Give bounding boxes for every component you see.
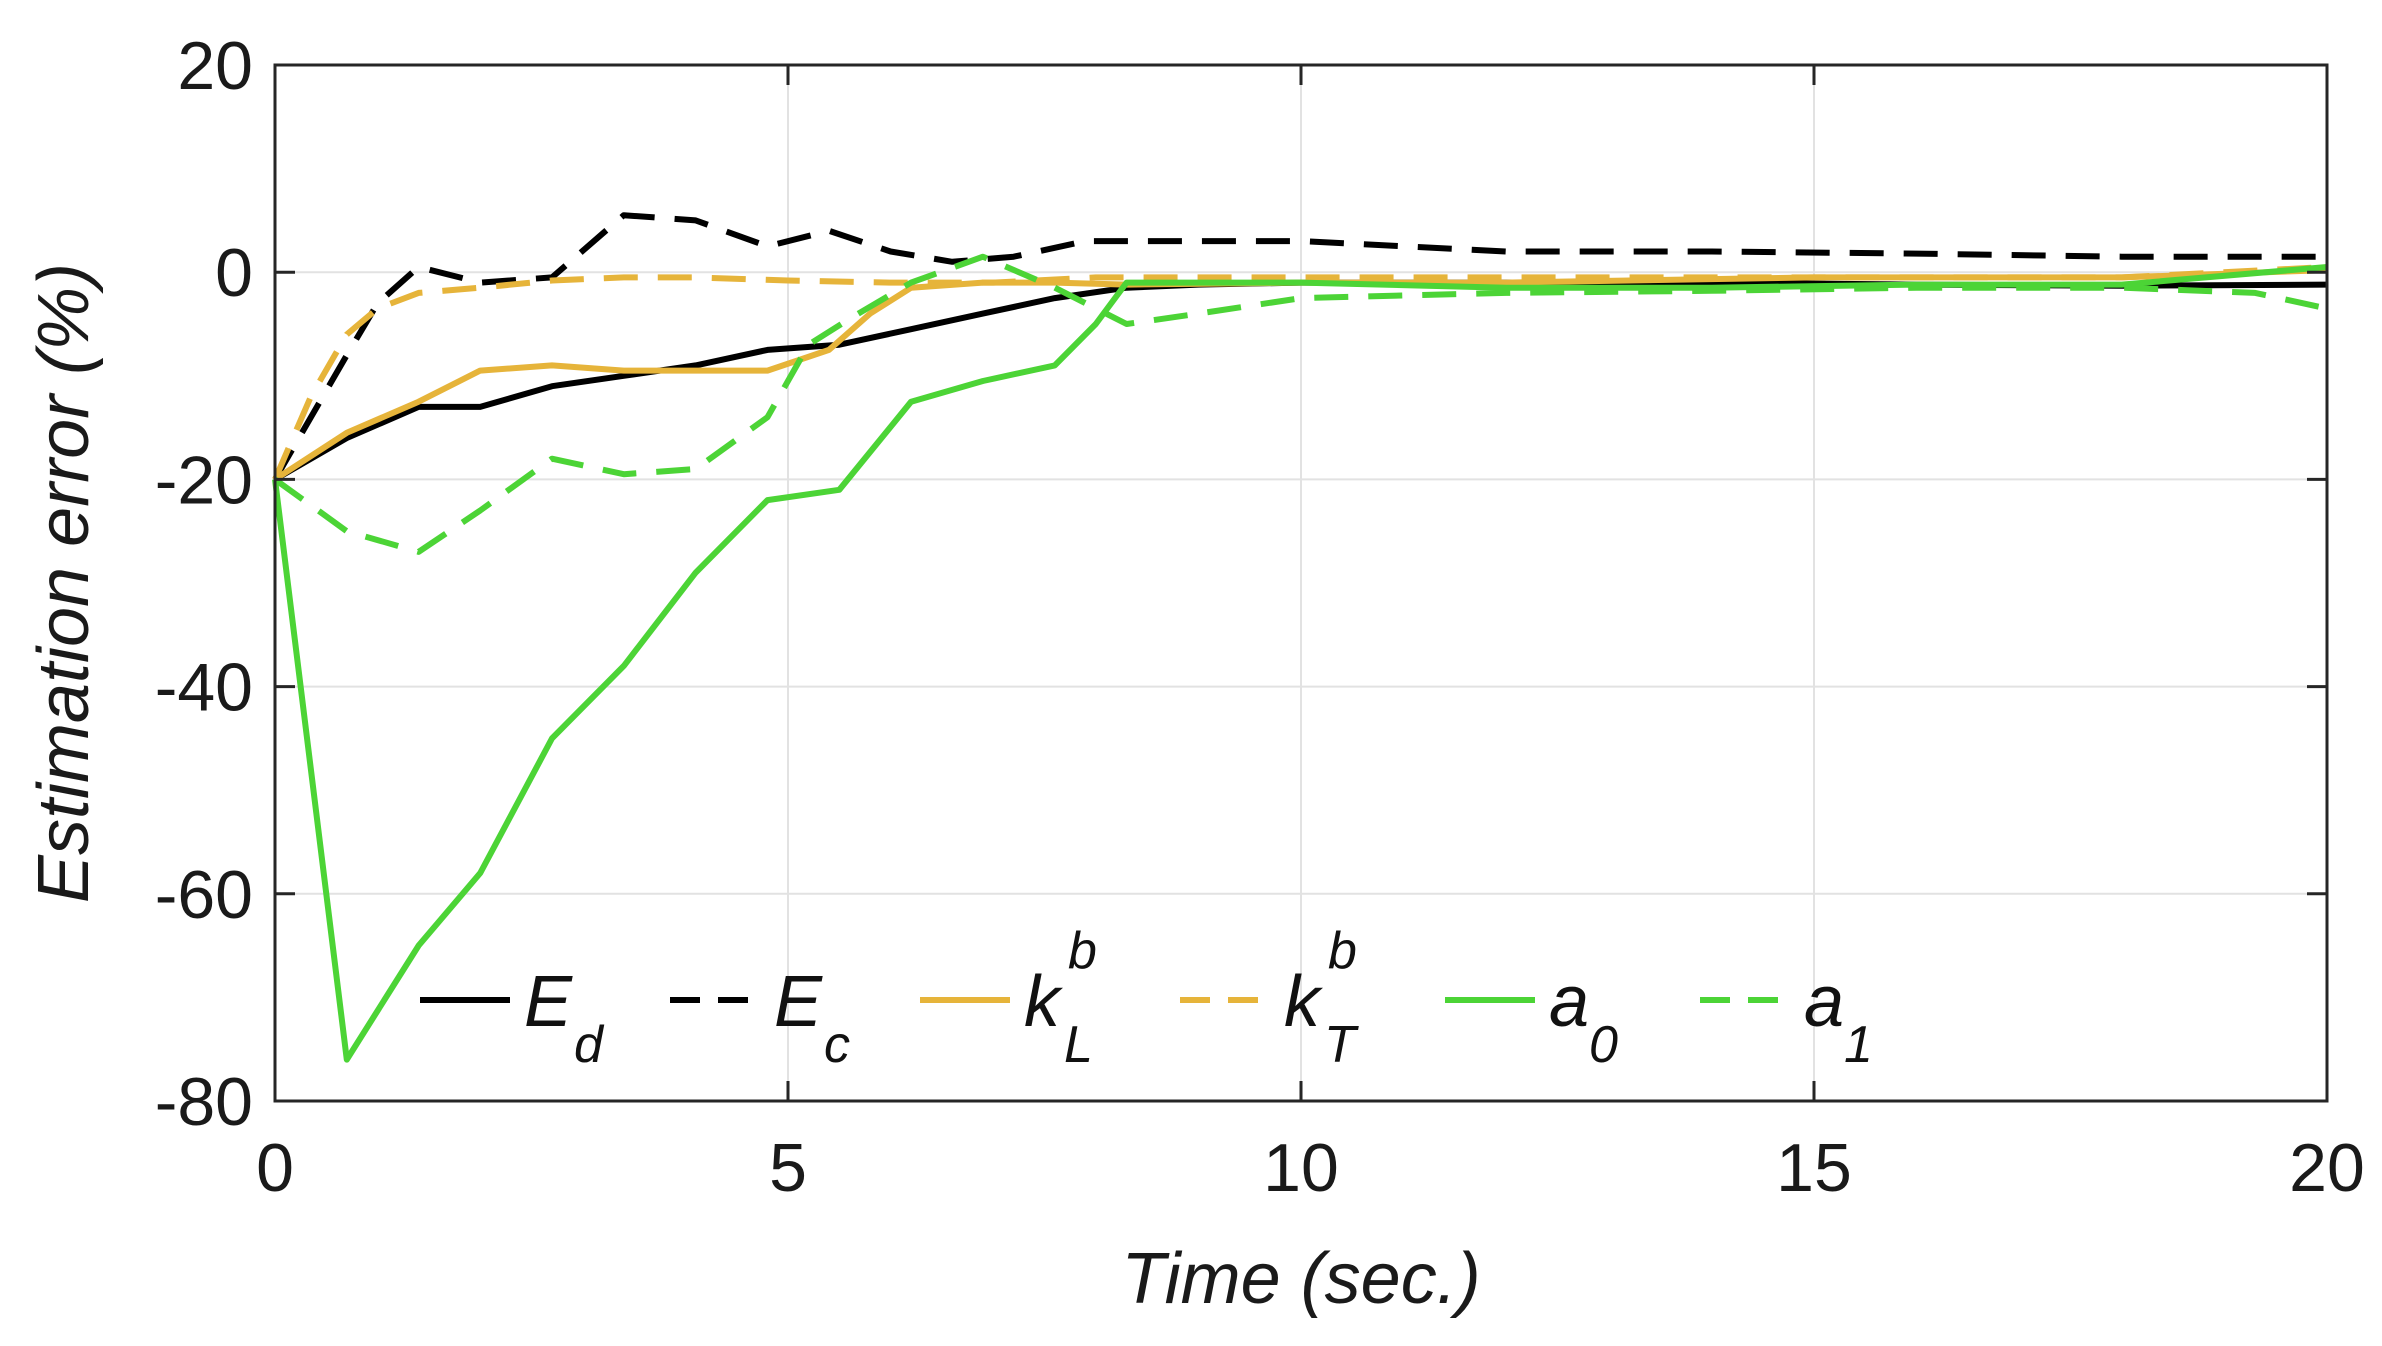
- legend-label-subscript: c: [824, 1016, 850, 1074]
- x-axis-title: Time (sec.): [1121, 1239, 1480, 1319]
- y-tick-label: -60: [155, 857, 253, 933]
- legend-label-superscript: b: [1328, 922, 1357, 980]
- ticks: [273, 63, 2329, 1103]
- legend-item-kLb: kLb: [920, 922, 1097, 1074]
- y-tick-label: -20: [155, 442, 253, 518]
- series-line-kTb: [272, 264, 2328, 481]
- legend-label: k: [1284, 962, 1324, 1042]
- legend-label-superscript: b: [1068, 922, 1097, 980]
- x-tick-label: 5: [769, 1130, 807, 1206]
- legend-label: a: [1804, 962, 1844, 1042]
- legend-label-subscript: 1: [1844, 1016, 1873, 1074]
- legend-label: E: [524, 962, 573, 1042]
- y-tick-label: -80: [155, 1064, 253, 1140]
- series-line-kLb: [273, 267, 2328, 482]
- legend-label: a: [1549, 962, 1589, 1042]
- legend-label-subscript: 0: [1589, 1016, 1618, 1074]
- legend-label: k: [1024, 962, 1064, 1042]
- x-tick-label: 20: [2289, 1130, 2365, 1206]
- x-tick-label: 10: [1263, 1130, 1339, 1206]
- x-tick-label: 0: [256, 1130, 294, 1206]
- series-line-a1: [273, 253, 2328, 555]
- legend-label-subscript: T: [1324, 1016, 1359, 1074]
- y-tick-label: 20: [177, 28, 253, 104]
- x-tick-label: 15: [1776, 1130, 1852, 1206]
- legend-item-a1: a1: [1700, 962, 1873, 1074]
- series-line-Ec: [272, 212, 2327, 481]
- y-axis-title: Estimation error (%): [24, 263, 104, 903]
- legend-item-Ec: Ec: [670, 962, 850, 1074]
- legend-label: E: [774, 962, 823, 1042]
- series-group: [272, 212, 2328, 1063]
- legend-label-subscript: L: [1064, 1016, 1093, 1074]
- legend-item-kTb: kTb: [1180, 922, 1359, 1074]
- y-tick-label: -40: [155, 650, 253, 726]
- y-tick-label: 0: [215, 235, 253, 311]
- legend-item-a0: a0: [1445, 962, 1618, 1074]
- legend-item-Ed: Ed: [420, 962, 605, 1074]
- series-line-a0: [272, 264, 2328, 1063]
- legend-label-subscript: d: [574, 1016, 605, 1074]
